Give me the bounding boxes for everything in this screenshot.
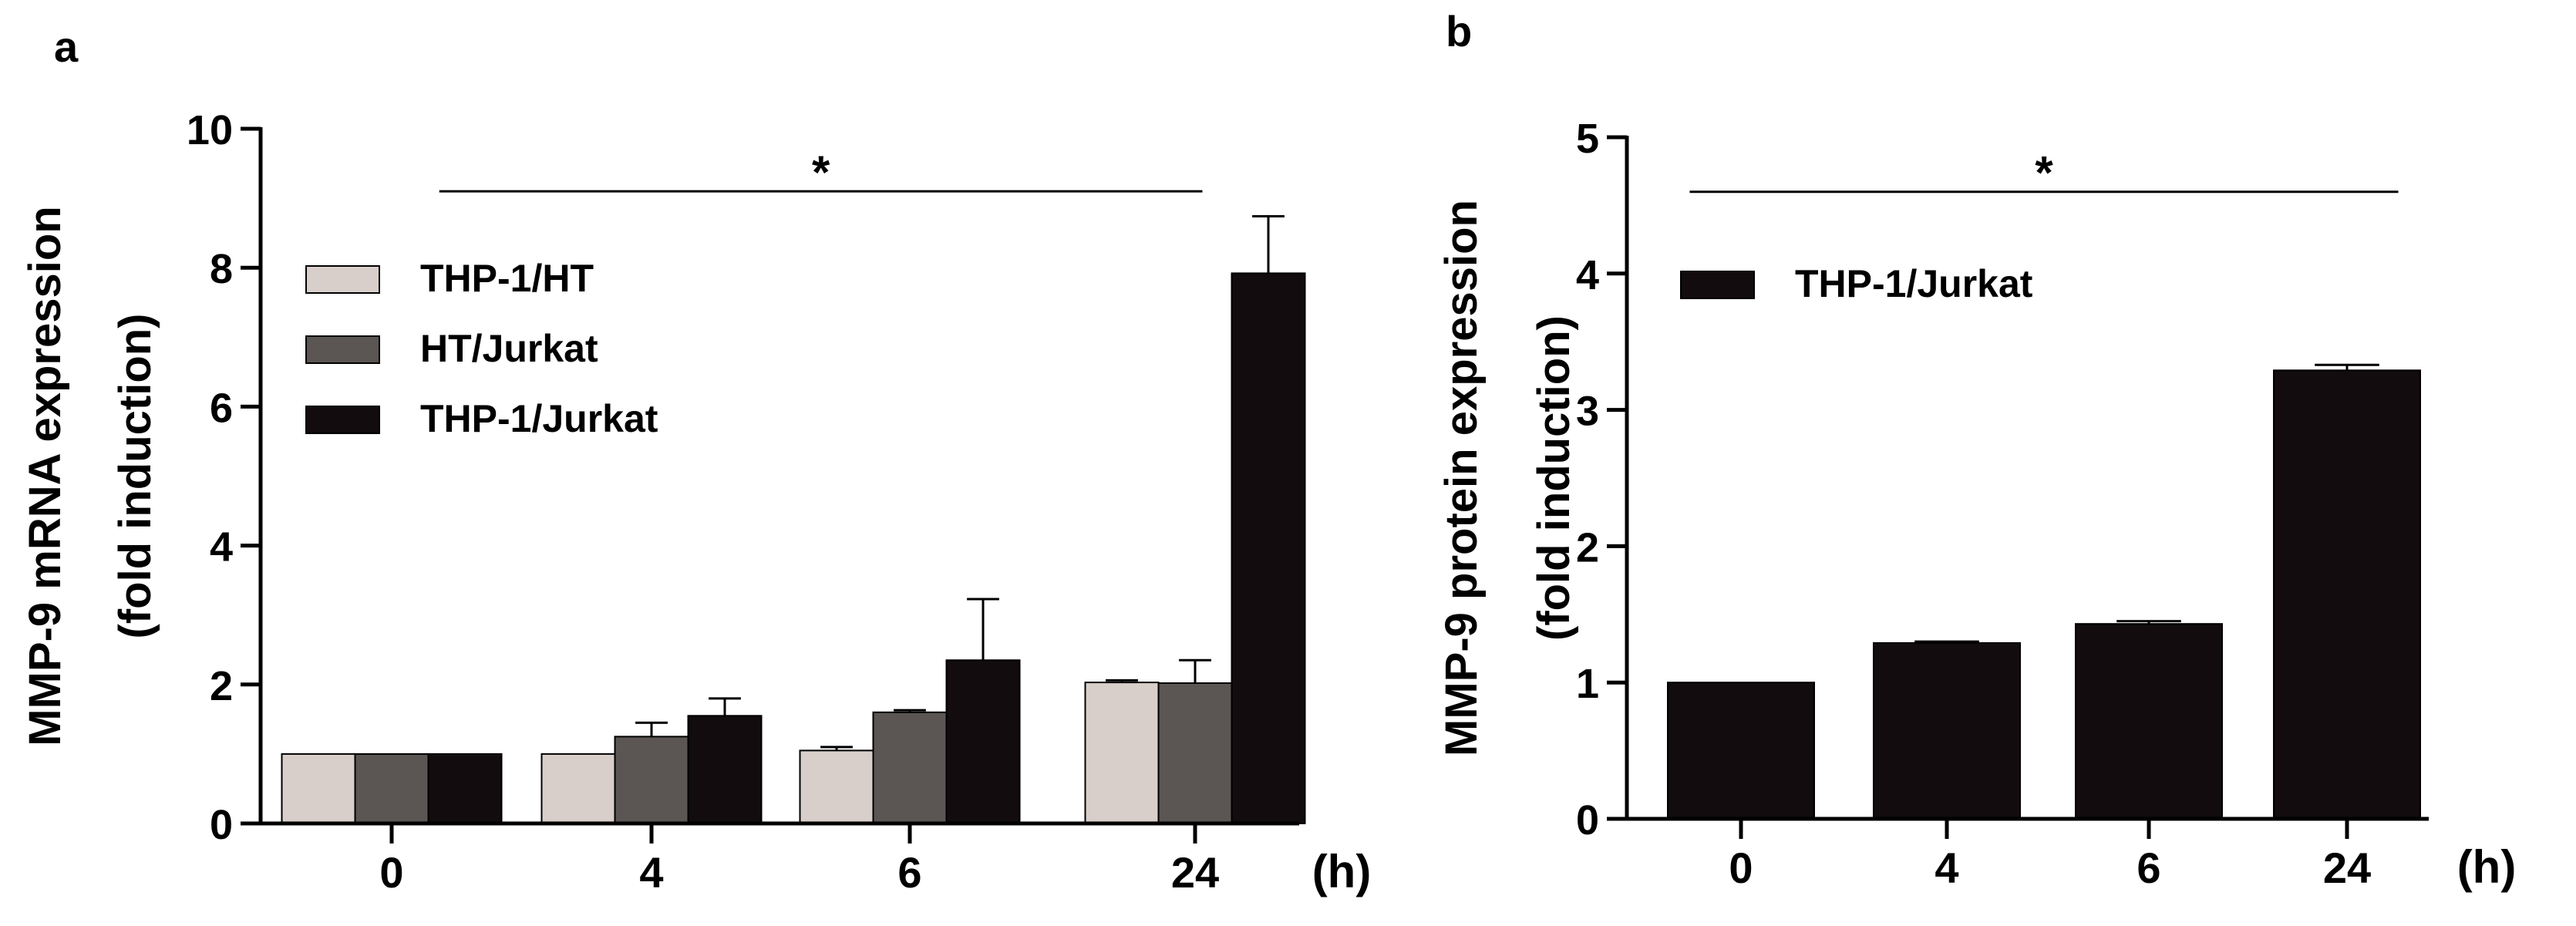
legend-swatch-thp-1-jurkat [305, 406, 380, 434]
x-tick-label-24: 24 [2323, 844, 2371, 892]
legend-swatch-thp-1-jurkat [1680, 271, 1755, 299]
y-tick-label-3: 3 [1576, 389, 1599, 435]
panel-b-letter: b [1446, 7, 1472, 56]
y-tick-label-0: 0 [1576, 797, 1599, 844]
x-tick-label-4: 4 [639, 848, 663, 897]
chart-b: 0 1 2 3 4 5 0 4 6 24 (h) MMP-9 protein expression (f… [1436, 116, 2516, 893]
bar-ht-jurkat-0 [354, 753, 429, 825]
significance-marker: * [812, 146, 830, 198]
bar-thp-1-jurkat-6 [2075, 623, 2223, 820]
bar-ht-jurkat-4 [614, 736, 689, 824]
x-tick-label-6: 6 [2137, 844, 2160, 892]
bar-thp-1-jurkat-24 [1231, 272, 1306, 824]
bar-thp-1-ht-24 [1084, 682, 1160, 824]
bar-ht-jurkat-24 [1157, 682, 1233, 824]
bar-thp-1-jurkat-24 [2273, 369, 2421, 820]
legend-swatch-ht-jurkat [305, 335, 380, 364]
significance-marker: * [2035, 147, 2053, 199]
y-tick-label-2: 2 [210, 663, 233, 709]
x-tick-label-4: 4 [1935, 844, 1958, 892]
bar-thp-1-jurkat-4 [1873, 641, 2021, 820]
bar-ht-jurkat-6 [872, 711, 948, 825]
y-tick-label-0: 0 [210, 802, 233, 848]
y-tick-label-5: 5 [1576, 116, 1599, 162]
bar-thp-1-jurkat-0 [427, 753, 503, 825]
x-tick-label-0: 0 [379, 848, 403, 897]
legend-label-thp-1-ht: THP-1/HT [420, 257, 594, 300]
x-tick-label-6: 6 [897, 848, 921, 897]
bar-thp-1-jurkat-6 [945, 659, 1021, 825]
legend-label-ht-jurkat: HT/Jurkat [420, 327, 598, 370]
bar-thp-1-ht-4 [540, 753, 616, 825]
legend-swatch-thp-1-ht [305, 265, 380, 294]
y-tick-label-4: 4 [1576, 252, 1599, 298]
bar-thp-1-jurkat-0 [1667, 682, 1815, 820]
bar-thp-1-jurkat-4 [687, 715, 763, 824]
x-axis-label: (h) [1312, 846, 1372, 897]
y-tick-label-2: 2 [1576, 524, 1599, 571]
y-tick-label-8: 8 [210, 246, 233, 292]
y-axis-label: MMP-9 protein expression [1436, 200, 1487, 756]
y-tick-label-10: 10 [187, 107, 233, 153]
x-tick-label-24: 24 [1171, 848, 1219, 897]
legend-label-thp-1-jurkat: THP-1/Jurkat [420, 397, 658, 440]
legend-label-thp-1-jurkat: THP-1/Jurkat [1795, 262, 2033, 305]
y-axis-label-units: (fold induction) [1529, 315, 1579, 641]
x-axis-label: (h) [2457, 841, 2517, 893]
y-axis-label: MMP-9 mRNA expression [20, 206, 70, 746]
y-axis-label-units: (fold induction) [110, 314, 160, 639]
bar-thp-1-ht-6 [799, 749, 874, 825]
y-tick-label-1: 1 [1576, 661, 1599, 707]
y-tick-label-4: 4 [210, 524, 233, 571]
bar-thp-1-ht-0 [281, 753, 356, 825]
panel-a-letter: a [54, 22, 79, 71]
x-tick-label-0: 0 [1729, 844, 1753, 892]
y-tick-label-6: 6 [210, 385, 233, 431]
